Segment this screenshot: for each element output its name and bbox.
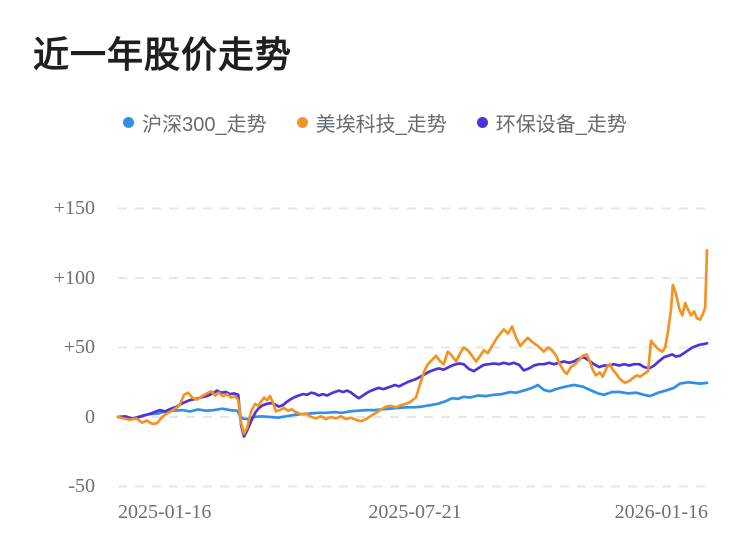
- page-title: 近一年股价走势: [33, 34, 293, 75]
- x-axis-tick: 2025-01-16: [118, 501, 212, 523]
- y-axis-tick: +150: [53, 197, 95, 219]
- legend-label: 环保设备_走势: [495, 114, 627, 136]
- legend-label: 沪深300_走势: [142, 114, 267, 136]
- chart-legend: 沪深300_走势 美埃科技_走势 环保设备_走势: [0, 108, 750, 137]
- series-line-0[interactable]: [116, 380, 709, 421]
- legend-dot-icon: [123, 117, 135, 128]
- series-line-2[interactable]: [116, 341, 709, 438]
- x-axis-tick: 2026-01-16: [614, 501, 708, 523]
- legend-dot-icon: [296, 117, 308, 128]
- series-line-1[interactable]: [116, 248, 709, 436]
- x-axis-tick: 2025-07-21: [368, 501, 462, 523]
- legend-item-csi300[interactable]: 沪深300_走势: [123, 108, 267, 137]
- legend-label: 美埃科技_走势: [315, 114, 447, 136]
- y-axis-tick: +50: [63, 336, 95, 358]
- legend-item-meiai[interactable]: 美埃科技_走势: [296, 108, 447, 137]
- legend-dot-icon: [476, 117, 488, 128]
- y-axis-tick: 0: [85, 406, 95, 428]
- y-axis-tick: +100: [53, 267, 95, 289]
- y-axis-tick: -50: [68, 475, 95, 497]
- legend-item-envequip[interactable]: 环保设备_走势: [476, 108, 627, 137]
